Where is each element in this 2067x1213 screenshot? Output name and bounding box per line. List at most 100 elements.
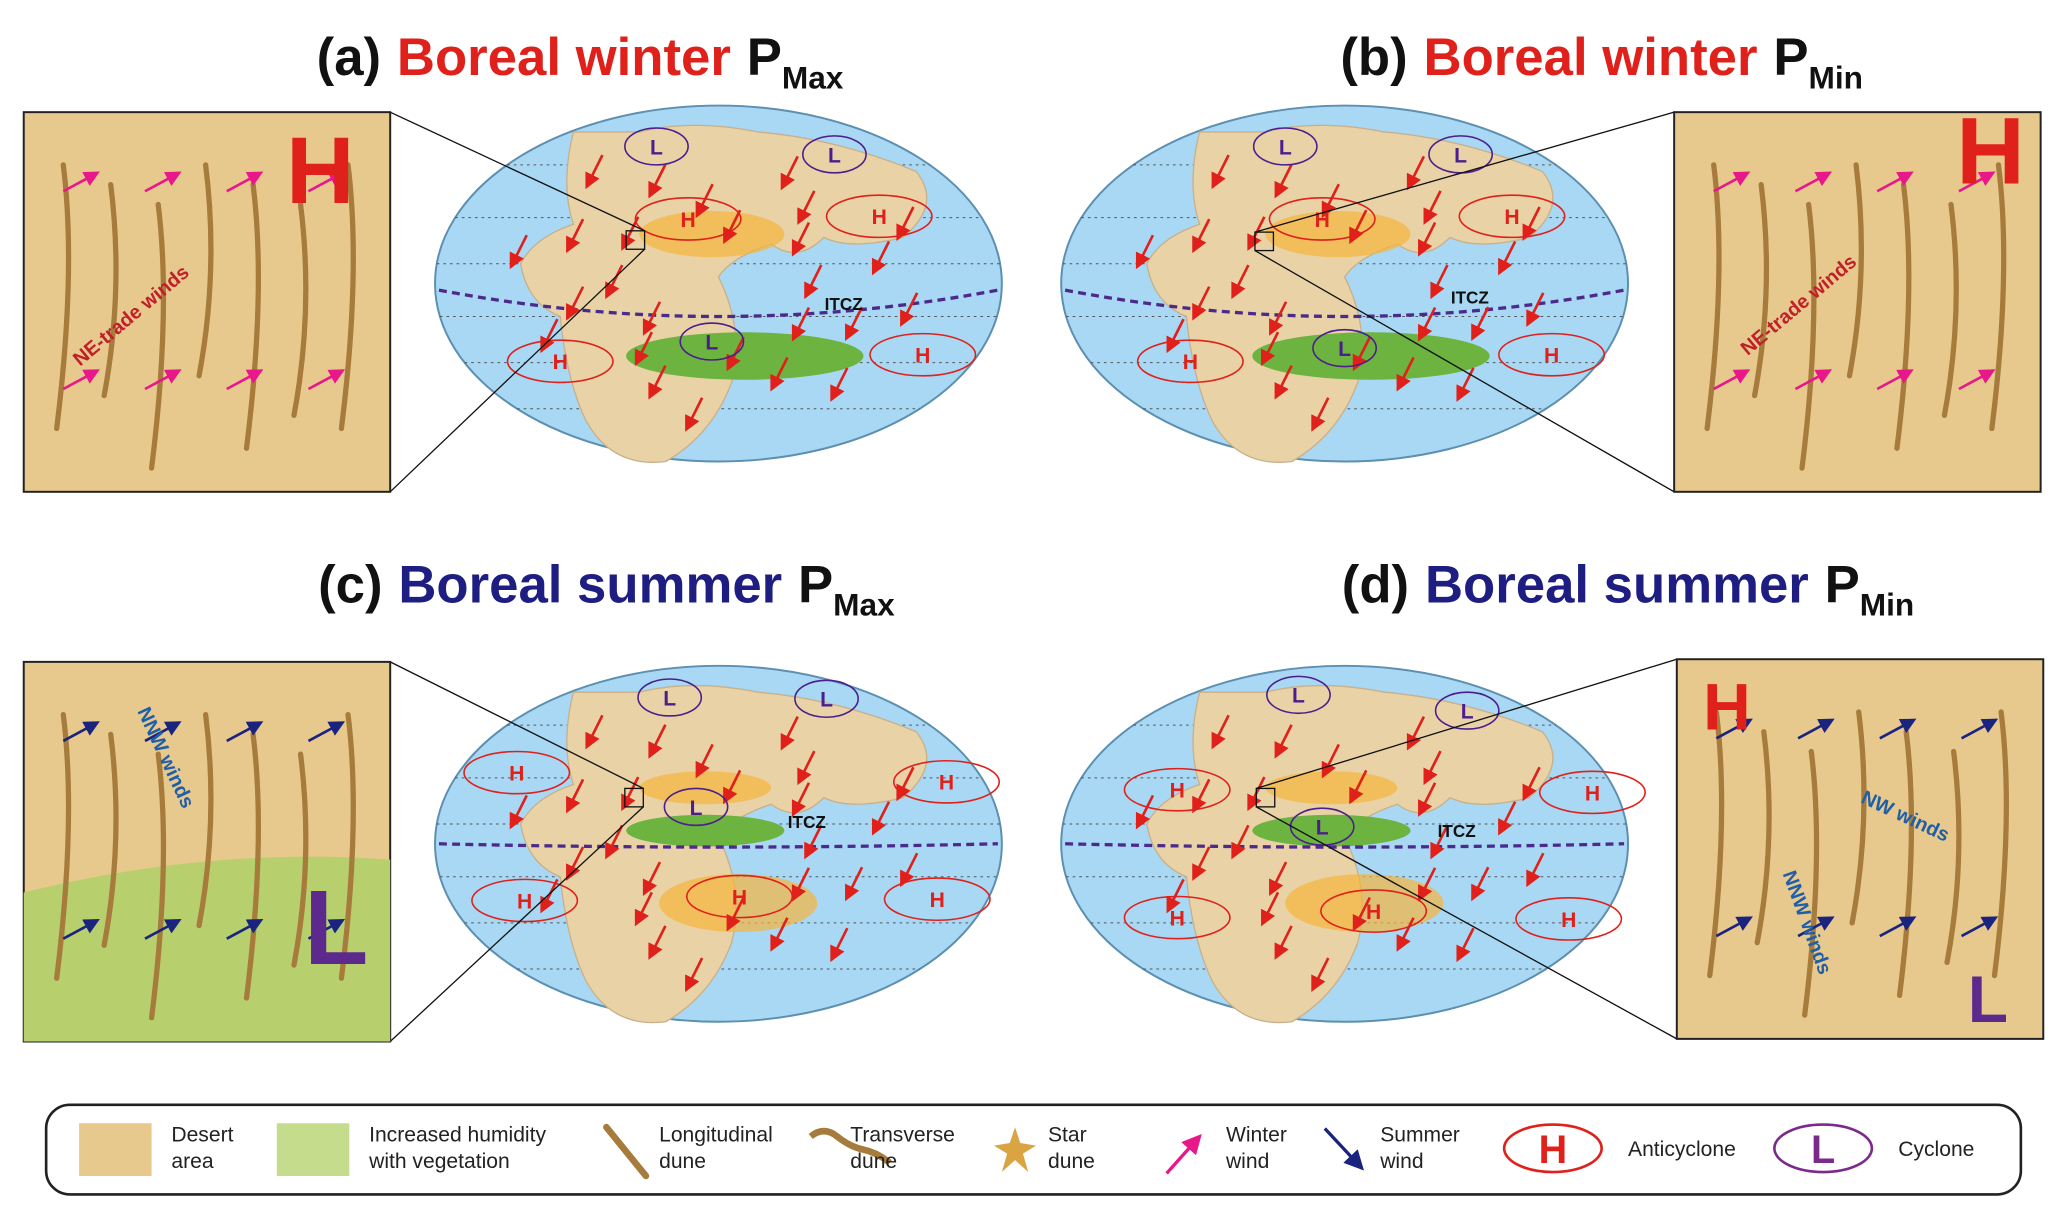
summer-wind [1797,916,1835,938]
legend-icon-label: L [1811,1128,1835,1172]
longitudinal-dune [101,182,119,399]
panel-label: (a) [317,28,381,87]
season: Boreal winter [397,28,731,87]
wind-arrow [1522,766,1541,802]
map-label: L [705,331,718,354]
map-label: H [872,206,887,229]
wind-arrow [791,782,811,817]
pressure-contour [679,322,745,361]
wind-arrow [1423,190,1442,225]
wind-arrow [791,306,811,342]
longitudinal-dune [1802,748,1820,1018]
summer-wind [1715,718,1753,740]
map-label: H [1183,351,1198,374]
longitudinal-dune [54,711,72,981]
map-label: H [915,345,930,368]
wind-arrow [797,750,816,786]
wind-arrow [1406,716,1426,751]
map-label: L [663,687,676,710]
legend-label: area [171,1150,213,1173]
wind-arrow [1352,336,1371,372]
wind-arrow [1418,222,1437,257]
pressure-contour [1123,895,1231,940]
longitudinal-dune [1704,162,1722,432]
panel-label: (b) [1340,28,1407,87]
inset-label: H [1956,98,2025,204]
focus-box [624,787,644,808]
wind-arrow [509,234,528,270]
winter-wind [226,171,264,193]
p-subscript: Min [1808,59,1862,95]
map-label: L [1279,136,1292,159]
wind-arrow [605,264,624,300]
itcz [438,288,999,319]
wind-arrow [585,154,604,190]
panel-title: (b) Boreal winter PMin [1340,28,1863,95]
wind-arrow [1192,778,1211,814]
wind-arrow [1471,866,1490,902]
map-label: H [509,763,524,786]
wind-arrow [605,824,624,860]
wind-arrow [1418,782,1437,817]
focus-box [1255,787,1276,808]
wind-arrow [1261,891,1280,927]
panel-title: (d) Boreal summer PMin [1342,556,1914,623]
map-label: L [1338,338,1351,361]
legend-label: Summer [1380,1124,1460,1147]
summer-wind [1960,916,1999,938]
winter-wind [307,369,346,391]
map-label: ITCZ [788,812,826,832]
map-label: H [553,351,568,374]
map-label: L [1461,701,1474,724]
wind-arrow [634,331,654,367]
connector [389,806,644,1043]
connector [389,661,644,790]
wind-arrow [845,306,864,341]
vegetation-belt [626,332,864,380]
pressure-contour [663,787,729,827]
wind-arrow [1274,163,1293,199]
inset-label: L [1968,962,2008,1036]
winter-wind [307,171,346,193]
wind-arrow [726,896,745,932]
winter-wind [62,369,100,391]
connector [1255,806,1678,1040]
legend-icon [79,1123,152,1176]
summer-wind [62,918,100,940]
wind-arrow [845,866,864,902]
vegetation-area [23,856,391,1042]
itcz [1064,288,1625,319]
legend-icon [808,1127,892,1166]
wind-arrow [791,867,811,902]
p-subscript: Max [782,59,844,95]
wind-arrow [566,218,585,254]
longitudinal-dune [243,731,262,1001]
wind-arrow [896,206,915,241]
summer-wind [1715,916,1753,938]
longitudinal-dune [1896,729,1915,999]
pressure-contour [892,759,1001,804]
map-label: H [1585,782,1600,805]
connector [1256,658,1677,790]
wind-arrow [804,264,823,300]
longitudinal-dune [1991,709,2009,979]
wind-arrow [540,878,559,914]
legend-label: Cyclone [1898,1138,1974,1161]
wind-arrow [1418,867,1437,902]
vegetation-belt [1252,814,1411,847]
season: Boreal winter [1424,28,1758,87]
connector [389,248,646,493]
summer-wind [307,721,346,743]
pressure-contour [1252,127,1318,166]
itcz [1065,842,1625,849]
legend-icon [993,1127,1037,1173]
desert-zone [1285,874,1444,933]
wind-arrow [1311,397,1330,432]
vegetation-belt [626,814,785,847]
panel-title: (c) Boreal summer PMax [318,556,895,623]
wind-arrow [900,292,919,327]
wind-arrow [1192,286,1211,321]
longitudinal-dune [101,731,119,948]
summer-wind [307,918,346,940]
longitudinal-dune [291,201,309,418]
